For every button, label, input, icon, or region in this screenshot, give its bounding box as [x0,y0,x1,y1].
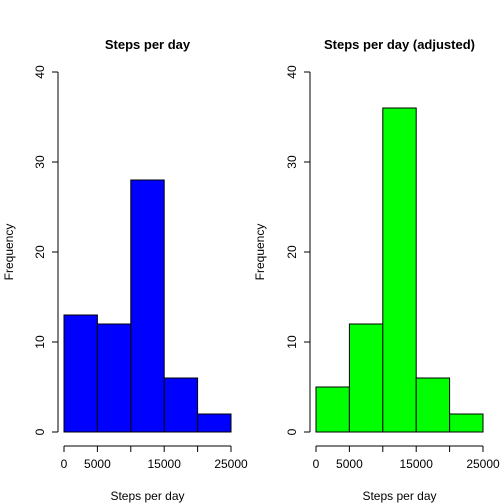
histogram-bar [197,413,232,433]
x-tick-label: 15000 [148,457,182,471]
histogram-bar [449,413,484,433]
x-axis-label: Steps per day [362,489,436,503]
histogram-panel-original: Steps per day 0 10 20 30 40 0 5000 15000 25000 Ste… [2,37,248,503]
y-tick-label: 40 [285,65,299,79]
y-tick-label: 40 [33,65,47,79]
x-tick-label: 25000 [214,457,248,471]
y-tick-label: 20 [285,245,299,259]
x-tick-label: 0 [61,457,68,471]
histogram-panel-adjusted: Steps per day (adjusted) 0 10 20 30 40 0 5000 15… [253,37,500,503]
y-tick-label: 0 [285,428,299,435]
y-tick-label: 30 [285,155,299,169]
x-tick-label: 5000 [336,457,363,471]
chart-title: Steps per day [105,37,191,52]
x-tick-label: 0 [313,457,320,471]
histogram-bar [382,107,417,433]
y-tick-label: 30 [33,155,47,169]
histogram-bar [63,314,98,433]
histogram-bar [348,323,384,433]
y-tick-label: 10 [33,335,47,349]
histogram-bar [96,323,132,433]
x-axis-label: Steps per day [110,489,184,503]
histogram-bar [163,377,199,433]
y-axis-label: Frequency [2,224,16,281]
x-tick-label: 15000 [400,457,434,471]
y-tick-label: 20 [33,245,47,259]
histogram-bar [315,386,350,433]
histogram-bar [130,179,165,433]
x-tick-label: 25000 [466,457,500,471]
y-tick-label: 0 [33,428,47,435]
x-tick-label: 5000 [84,457,111,471]
y-tick-label: 10 [285,335,299,349]
histogram-bar [415,377,451,433]
y-axis-label: Frequency [253,224,267,281]
chart-title: Steps per day (adjusted) [324,37,475,52]
